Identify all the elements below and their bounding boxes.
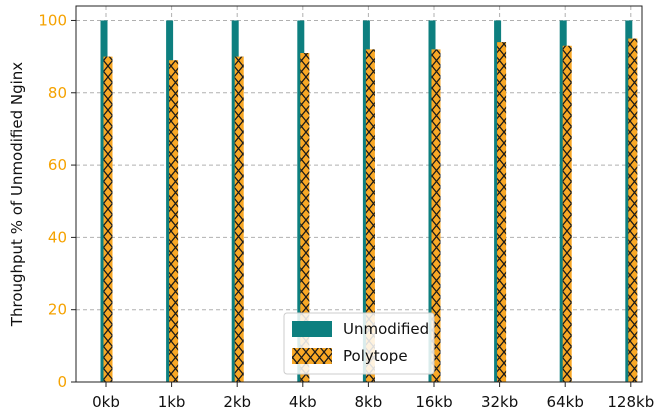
x-tick-label: 1kb	[158, 393, 186, 411]
x-tick-label: 0kb	[92, 393, 120, 411]
bar-polytope-hatch	[497, 42, 507, 383]
bar-polytope-hatch	[103, 56, 113, 382]
bar-polytope-hatch	[365, 49, 375, 383]
x-tick-label: 16kb	[415, 393, 452, 411]
bar-polytope-hatch	[300, 53, 310, 382]
y-tick-label: 100	[38, 11, 67, 29]
x-tick-label: 4kb	[289, 393, 317, 411]
y-tick-label: 60	[48, 156, 67, 174]
plot-frame	[75, 5, 643, 383]
bar-polytope-hatch	[562, 45, 572, 383]
x-tick-label: 2kb	[223, 393, 251, 411]
legend-label-unmodified: Unmodified	[343, 320, 429, 338]
legend-swatch-polytope-hatch	[292, 348, 332, 364]
x-tick-label: 128kb	[607, 393, 654, 411]
bar-polytope-hatch	[431, 49, 441, 383]
x-tick-label: 32kb	[481, 393, 518, 411]
y-axis-label: Throughput % of Unmodified Nginx	[8, 62, 26, 327]
legend-label-polytope: Polytope	[343, 347, 408, 365]
axis-ticks: 0 20 40 60 80 100 0kb 1kb 2kb 4kb 8kb 16kb 32kb 64kb 1…	[38, 11, 654, 411]
y-tick-label: 80	[48, 84, 67, 102]
bar-polytope-hatch	[234, 56, 244, 382]
bar-polytope-hatch	[628, 38, 638, 383]
legend: Unmodified Polytope	[283, 312, 435, 375]
y-tick-label: 40	[48, 228, 67, 246]
x-tick-label: 8kb	[355, 393, 383, 411]
bar-polytope-hatch	[169, 60, 179, 382]
bars	[100, 20, 638, 383]
y-tick-label: 0	[57, 373, 67, 391]
legend-swatch-unmodified	[292, 321, 332, 337]
x-tick-label: 64kb	[547, 393, 584, 411]
y-tick-label: 20	[48, 301, 67, 319]
